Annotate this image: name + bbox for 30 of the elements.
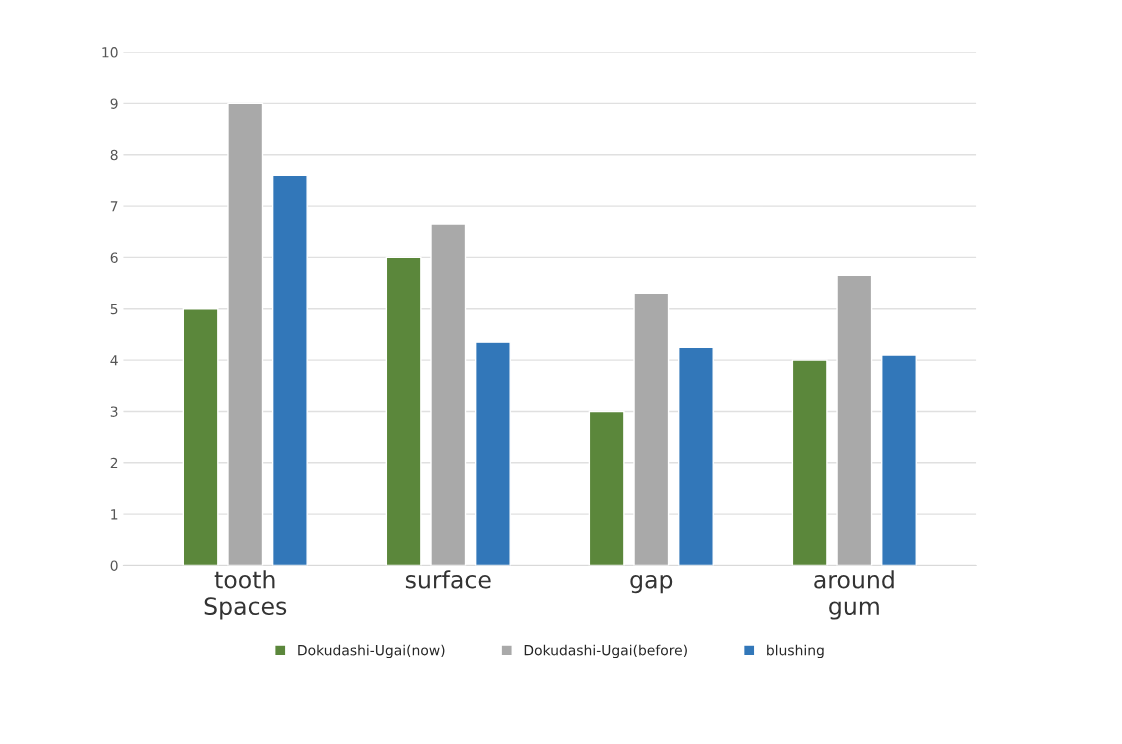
y-tick-label: 5 bbox=[110, 303, 118, 315]
legend-label: Dokudashi-Ugai(before) bbox=[524, 644, 687, 659]
y-tick-label: 4 bbox=[110, 355, 118, 366]
bar bbox=[227, 102, 264, 566]
x-tick-label: around gum bbox=[814, 570, 894, 620]
y-tick-label: 0 bbox=[110, 560, 118, 571]
y-tick-label: 10 bbox=[102, 47, 118, 58]
y-tick-label: 8 bbox=[110, 149, 118, 161]
bar bbox=[881, 354, 917, 566]
legend-label: blushing bbox=[767, 644, 824, 659]
y-tick-label: 3 bbox=[110, 406, 118, 417]
y-tick-label: 1 bbox=[111, 509, 118, 520]
bar bbox=[588, 410, 625, 566]
x-tick-label: surface bbox=[405, 570, 491, 589]
bar bbox=[182, 308, 219, 566]
bar bbox=[791, 359, 828, 566]
y-tick-label: 6 bbox=[110, 252, 118, 263]
bar bbox=[633, 292, 670, 566]
bar bbox=[430, 223, 467, 566]
y-tick-label: 9 bbox=[110, 98, 118, 109]
y-tick-label: 7 bbox=[110, 201, 118, 212]
legend-label: Dokudashi-Ugai(now) bbox=[298, 644, 445, 659]
y-tick-label: 2 bbox=[110, 457, 118, 469]
bar bbox=[678, 346, 714, 566]
x-tick-label: tooth Spaces bbox=[204, 570, 287, 620]
bar bbox=[474, 341, 511, 566]
x-tick-label: gap bbox=[630, 575, 673, 594]
bar bbox=[385, 256, 422, 566]
bar bbox=[836, 274, 873, 566]
bar bbox=[271, 174, 308, 566]
